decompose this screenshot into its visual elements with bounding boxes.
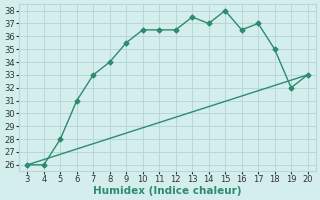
X-axis label: Humidex (Indice chaleur): Humidex (Indice chaleur) xyxy=(93,186,242,196)
